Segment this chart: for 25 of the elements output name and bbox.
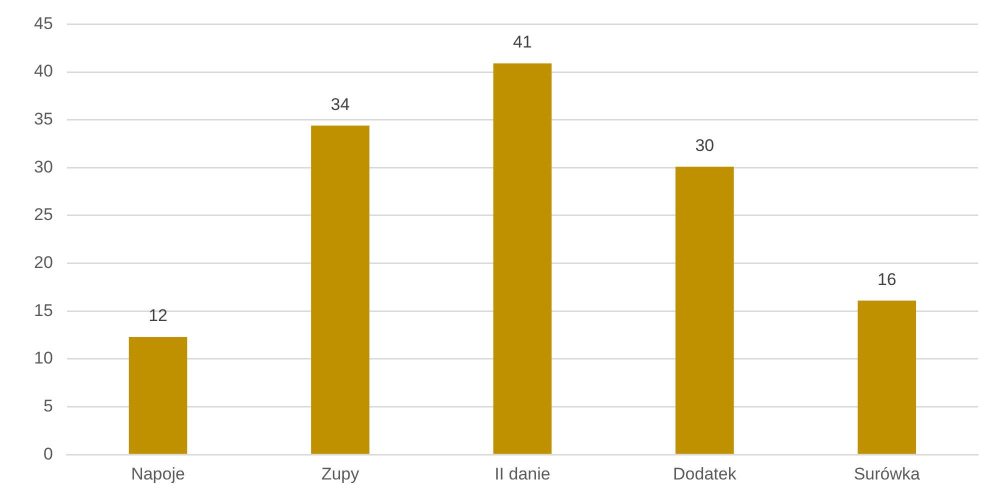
data-label: 16 (877, 270, 896, 289)
x-tick-label: Dodatek (673, 464, 737, 484)
y-tick-label: 25 (34, 205, 53, 224)
data-label: 41 (512, 32, 532, 52)
y-tick-label: 10 (34, 348, 53, 368)
bar (858, 300, 916, 454)
bar (128, 336, 188, 454)
y-tick-label: 0 (43, 444, 53, 464)
y-tick-label: 20 (34, 253, 53, 272)
y-tick-label: 30 (34, 157, 53, 176)
data-label: 34 (330, 94, 350, 114)
x-tick-label: Zupy (321, 464, 360, 484)
x-tick-label: Napoje (131, 464, 185, 484)
y-tick-label: 35 (34, 110, 53, 129)
bar (676, 166, 734, 454)
x-tick-label: Surówka (854, 464, 921, 484)
data-label: 30 (695, 136, 714, 155)
bar (311, 126, 370, 454)
y-tick-label: 40 (34, 62, 53, 81)
y-tick-label: 15 (34, 300, 53, 320)
data-label: 12 (148, 306, 168, 326)
bar (493, 63, 552, 454)
x-tick-label: II danie (494, 464, 550, 484)
y-tick-label: 5 (43, 396, 53, 416)
y-tick-label: 45 (34, 14, 53, 33)
